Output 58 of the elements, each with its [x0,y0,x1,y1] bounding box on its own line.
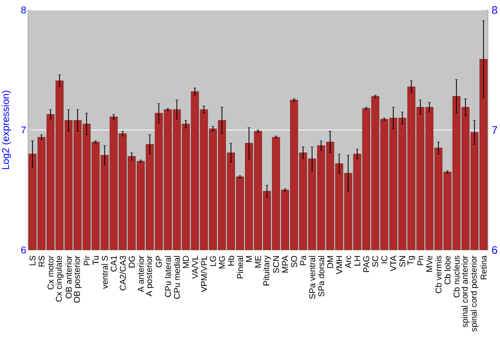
x-tick-label: ME [255,256,261,268]
x-tick-label: ventral S [102,256,108,289]
x-tick-label: Cx cingulate [56,256,64,302]
x-tick-label: Tu [92,256,99,265]
x-tick-label: A posterior [146,256,154,296]
x-tick-label: Tg [408,256,416,266]
x-tick-label: Cb nucleus [453,256,460,298]
x-tick-label: IC [381,256,388,264]
x-tick-label: CPu medial [174,256,180,299]
x-tick-label: LH [354,256,360,266]
y2-tick-label: 6 [492,246,498,254]
x-tick-label: Cx motor [48,256,54,290]
x-tick-label: SO [291,256,298,268]
x-tick-label: Pituitary [263,255,271,286]
x-tick-label: VTA [390,255,396,272]
x-tick-label: Retina [480,255,487,280]
x-tick-label: LS [30,256,36,266]
x-tick-label: DG [128,256,135,268]
x-tick-label: CA1 [110,256,117,272]
y-axis-title: Log2 (expression) [2,90,12,170]
x-tick-label: spinal cord posterior [470,256,478,332]
x-tick-label: VMH [336,256,342,274]
y2-tick-label: 7 [492,126,498,134]
x-tick-label: LG [210,256,216,266]
x-tick-label: Hb [228,256,234,266]
x-tick-label: MVe [426,256,432,272]
x-tick-label: Cb lobe [444,256,451,284]
x-tick-label: SC [372,256,378,267]
x-tick-label: SCN [273,256,280,273]
x-tick-label: OB posterior [74,256,82,303]
x-tick-label: MPA [282,255,288,272]
x-tick-label: CA2/CA3 [120,256,126,290]
y2-tick-label: 8 [492,6,498,14]
y-tick-label: 8 [21,6,26,14]
x-tick-label: VPM/VPL [200,256,207,292]
x-tick-label: Arc [345,256,352,268]
x-tick-label: SPa dorsal [318,256,324,296]
x-tick-label: spinal cord anterior [462,256,470,328]
x-tick-label: Pineal [236,256,244,278]
x-tick-label: VA/VL [192,256,198,279]
y-tick-label: 6 [21,246,26,254]
x-tick-label: MG [218,256,225,268]
x-tick-label: Pir [84,256,90,266]
x-tick-label: A anterior [138,256,144,292]
x-tick-label: CPu lateral [164,256,171,297]
x-tick-label: DM [327,256,334,268]
x-tick-label: M [246,256,252,262]
x-tick-label: Pn [417,256,424,266]
x-tick-label: MD [182,256,189,268]
y-tick-label: 7 [21,126,26,134]
x-tick-label: RS [38,256,45,267]
x-tick-label: OB anterior [65,256,72,298]
x-tick-label: Cb vermis [435,256,442,294]
x-tick-label: SPa ventral [309,256,316,299]
x-tick-label: GP [156,256,162,268]
x-tick-label: SN [399,256,406,267]
x-tick-label: PAG [363,256,370,272]
x-tick-label: Pa [300,255,306,266]
